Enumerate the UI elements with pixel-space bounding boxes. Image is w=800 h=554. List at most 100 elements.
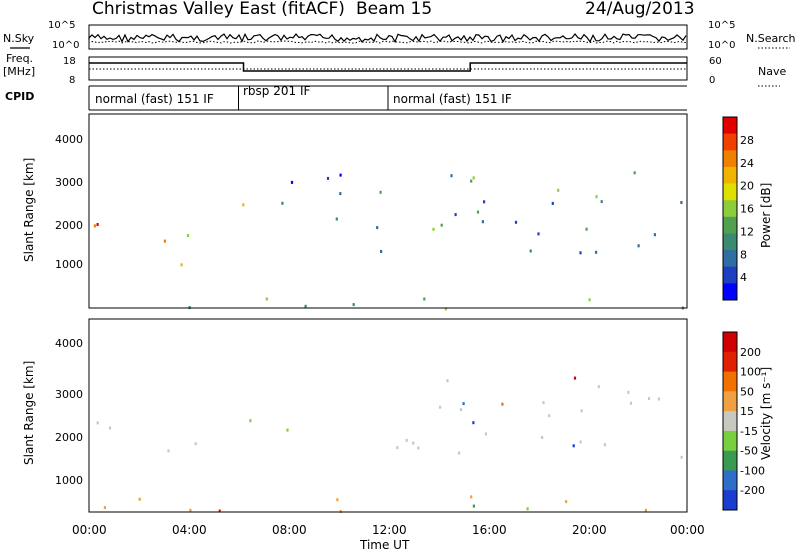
- echo-cell: [450, 174, 453, 178]
- echo-cell: [476, 210, 480, 214]
- velocity-frame: [88, 318, 688, 513]
- xtick-0400: 04:00: [172, 523, 207, 537]
- nsky-series-line: [88, 32, 687, 44]
- echo-cell: [290, 180, 294, 184]
- echo-cell: [326, 176, 330, 180]
- echo-cell: [96, 223, 99, 226]
- echo-cell: [573, 376, 577, 380]
- echo-cell: [454, 213, 457, 217]
- xaxis-label: Time UT: [359, 538, 410, 552]
- colorbar-frame: [722, 116, 738, 301]
- echo-cell: [579, 440, 582, 444]
- colorbar-tick-label: 16: [740, 203, 754, 216]
- power-panel: 1000 2000 3000 4000 Slant Range [km]: [22, 113, 688, 311]
- velocity-ytick-2000: 2000: [55, 431, 83, 444]
- echo-cell: [600, 200, 603, 204]
- echo-cell: [417, 446, 420, 450]
- colorbar-segment: [723, 133, 737, 151]
- echo-cell: [396, 446, 399, 450]
- nsearch-series-line: [88, 40, 687, 44]
- echo-cell: [481, 220, 484, 224]
- colorbar-segment: [723, 391, 737, 412]
- echo-cell: [537, 232, 540, 236]
- colorbar-segment: [723, 216, 737, 234]
- colorbar-segment: [723, 200, 737, 218]
- colorbar-segment: [723, 450, 737, 471]
- power-colorbar-label: Power [dB]: [759, 183, 773, 248]
- echo-cell: [458, 451, 461, 455]
- xtick-2400: 00:00: [670, 523, 705, 537]
- colorbar-tick-label: -100: [740, 464, 765, 477]
- echo-cell: [470, 179, 473, 183]
- echo-cell: [472, 421, 475, 425]
- colorbar-tick-label: 24: [740, 157, 754, 170]
- colorbar-segment: [723, 150, 737, 168]
- colorbar-segment: [723, 283, 737, 301]
- xtick-2000: 20:00: [572, 523, 607, 537]
- colorbar-tick-label: 4: [740, 271, 747, 284]
- echo-cell: [579, 251, 582, 255]
- colorbar-tick-label: -50: [740, 445, 758, 458]
- colorbar-tick-label: 28: [740, 134, 754, 147]
- echo-cell: [462, 402, 465, 406]
- colorbar-segment: [723, 250, 737, 268]
- colorbar-segment: [723, 332, 737, 353]
- colorbar-segment: [723, 411, 737, 432]
- colorbar-tick-label: -200: [740, 484, 765, 497]
- echo-cell: [444, 307, 447, 311]
- power-ylabel: Slant Range [km]: [22, 158, 36, 262]
- cpid-panel: normal (fast) 151 IF rbsp 201 IF normal …: [88, 84, 687, 111]
- nsky-label: N.Sky: [3, 32, 35, 45]
- xtick-1600: 16:00: [472, 523, 507, 537]
- colorbar-tick-label: 200: [740, 346, 761, 359]
- velocity-ytick-3000: 3000: [55, 388, 83, 401]
- colorbar-tick-label: 12: [740, 225, 754, 238]
- nsearch-label: N.Search: [746, 32, 796, 45]
- echo-cell: [352, 303, 355, 307]
- xtick-0800: 08:00: [272, 523, 307, 537]
- echo-cell: [167, 449, 170, 453]
- echo-cell: [439, 405, 442, 409]
- echo-cell: [108, 426, 112, 430]
- echo-cell: [336, 498, 339, 502]
- freq-ytick-top: 18: [63, 56, 76, 67]
- xtick-1200: 12:00: [372, 523, 407, 537]
- echo-cell: [580, 409, 583, 413]
- colorbar-segment: [723, 430, 737, 452]
- echo-cell: [339, 192, 342, 196]
- noise-right-ytick-top: 10^5: [708, 20, 735, 31]
- echo-cell: [335, 217, 338, 221]
- noise-frame: [88, 24, 688, 50]
- power-frame: [88, 113, 688, 309]
- frequency-series-line: [89, 62, 687, 72]
- echo-cell: [501, 402, 504, 406]
- echo-cell: [163, 239, 166, 243]
- velocity-colorbar: -200 -100 -50 -15 15 50 100 200: [722, 331, 765, 511]
- echo-cell: [541, 436, 544, 439]
- cpid-segment-1: normal (fast) 151 IF: [95, 92, 214, 106]
- colorbar-tick-label: -15: [740, 425, 758, 438]
- colorbar-segment: [723, 470, 737, 491]
- colorbar-segment: [723, 183, 737, 201]
- velocity-ytick-4000: 4000: [55, 337, 83, 350]
- cpid-label: CPID: [5, 90, 34, 103]
- echo-cell: [242, 203, 245, 207]
- echo-cell: [218, 509, 221, 513]
- xtick-0000: 00:00: [72, 523, 107, 537]
- echo-cell: [281, 201, 284, 205]
- velocity-echoes: [96, 376, 683, 513]
- colorbar-tick-label: 50: [740, 385, 754, 398]
- echo-cell: [597, 385, 600, 389]
- echo-cell: [96, 421, 99, 425]
- freq-ytick-bottom: 8: [69, 75, 75, 86]
- colorbar-segment: [723, 371, 737, 392]
- cpid-segment-3: normal (fast) 151 IF: [393, 92, 512, 106]
- colorbar-tick-label: 8: [740, 248, 747, 261]
- echo-cell: [657, 397, 660, 401]
- echo-cell: [565, 500, 568, 504]
- echo-cell: [412, 441, 415, 445]
- colorbar-segment: [723, 166, 737, 184]
- echo-cell: [380, 250, 383, 253]
